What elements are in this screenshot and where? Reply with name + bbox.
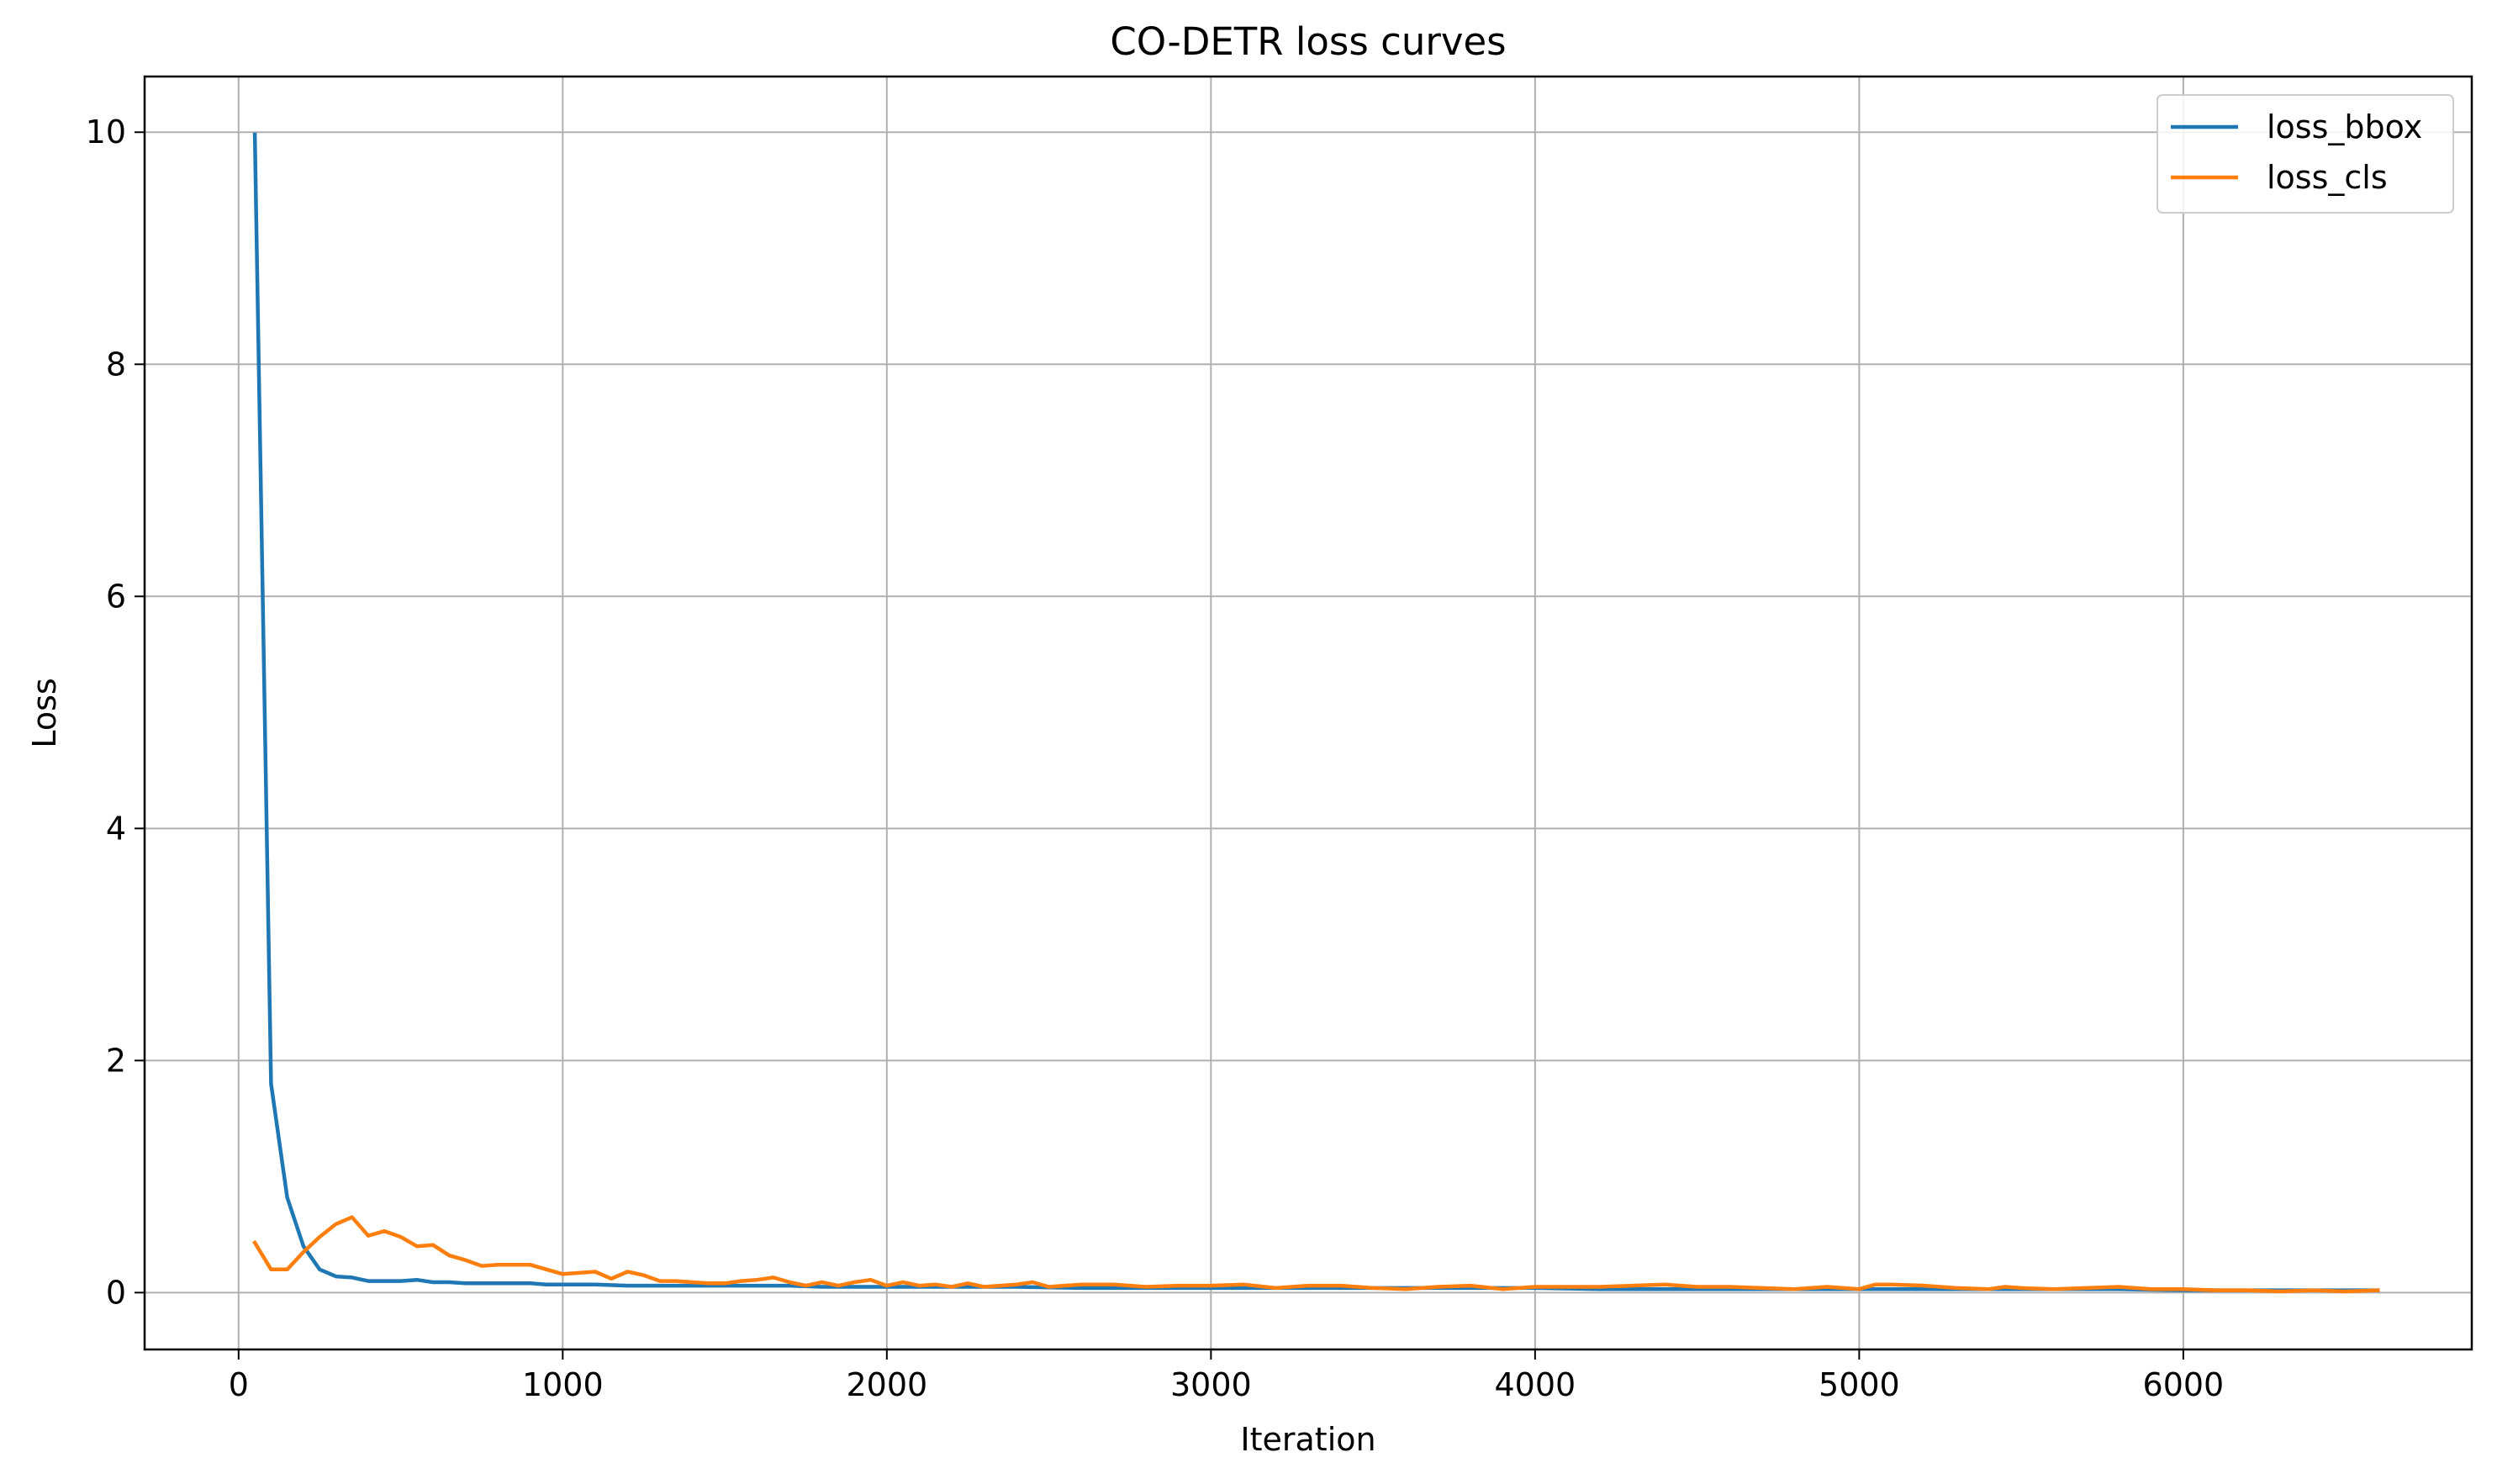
x-tick-label: 0 <box>229 1366 249 1403</box>
x-tick-label: 5000 <box>1819 1366 1900 1403</box>
x-tick-label: 4000 <box>1495 1366 1576 1403</box>
y-tick-label: 0 <box>106 1274 126 1311</box>
y-tick-label: 10 <box>86 114 126 151</box>
x-tick-label: 2000 <box>846 1366 927 1403</box>
legend: loss_bbox loss_cls <box>2156 94 2454 214</box>
series-lines <box>252 132 2380 1294</box>
x-tick-label: 3000 <box>1170 1366 1252 1403</box>
chart-title: CO-DETR loss curves <box>1110 19 1506 64</box>
legend-label-loss-cls: loss_cls <box>2267 159 2388 196</box>
y-axis-title: Loss <box>26 678 63 747</box>
y-tick-label: 8 <box>106 346 126 383</box>
x-axis-title: Iteration <box>1240 1421 1375 1458</box>
x-tick-label: 1000 <box>522 1366 604 1403</box>
axis-ticks: 0 1000 2000 3000 4000 5000 6000 0 2 4 6 8 10 <box>86 114 2225 1403</box>
x-tick-label: 6000 <box>2143 1366 2225 1403</box>
y-tick-label: 6 <box>106 578 126 615</box>
grid-lines <box>145 77 2472 1349</box>
y-tick-label: 4 <box>106 810 126 847</box>
plot-frame <box>143 75 2473 1351</box>
legend-label-loss-bbox: loss_bbox <box>2267 108 2422 145</box>
legend-box <box>2156 94 2454 214</box>
y-tick-label: 2 <box>106 1042 126 1079</box>
series-line-loss-cls <box>252 1215 2380 1294</box>
